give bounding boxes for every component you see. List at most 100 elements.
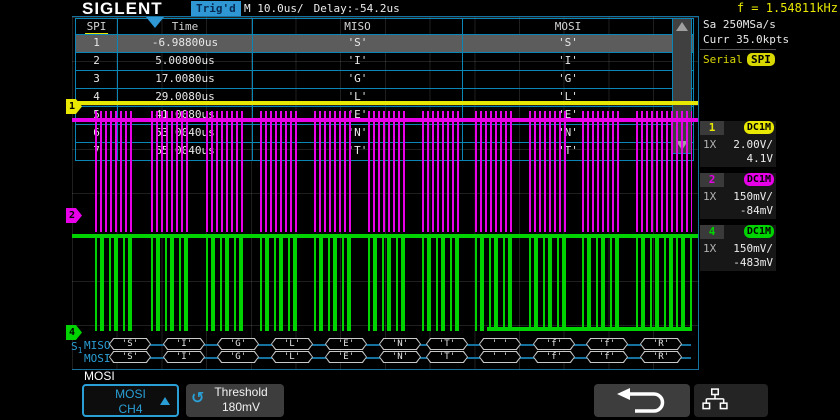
return-arrow-icon (617, 388, 665, 413)
network-status-area[interactable] (694, 384, 768, 417)
timebase-value: M 10.0us/ (244, 2, 304, 15)
sample-rate-readout: Sa 250MSa/s (703, 18, 776, 31)
decoded-char: 'L' (283, 352, 301, 362)
ch4-pulse-burst (314, 238, 352, 331)
trigger-position-marker[interactable] (146, 17, 164, 28)
channel-4-info-box[interactable]: 4 DC1M 1X 150mV/-483mV (700, 225, 776, 271)
ch2-pulse-burst (314, 111, 352, 232)
miso-frame: ' ' (479, 338, 521, 350)
decoded-char: 'L' (283, 339, 301, 349)
menu-title: MOSI (84, 369, 115, 383)
cell-time: -6.98800us (118, 35, 253, 52)
mosi-frame: 'N' (379, 351, 421, 363)
decode-row-3[interactable]: 3 17.0080us 'G' 'G' (76, 70, 693, 88)
decode-row-1[interactable]: 1 -6.98800us 'S' 'S' (76, 34, 693, 52)
mosi-frame: 'L' (271, 351, 313, 363)
ch2-pulse-burst (676, 111, 692, 232)
miso-frame: 'L' (271, 338, 313, 350)
lan-network-icon (702, 388, 728, 410)
ch2-pulse-burst (151, 111, 189, 232)
sidebar-divider (700, 49, 776, 50)
miso-frame: 'S' (109, 338, 151, 350)
cell-time: 17.0080us (118, 71, 253, 88)
miso-frame: 'E' (325, 338, 367, 350)
probe-attenuation: 1X (703, 190, 717, 203)
cell-miso: 'I' (253, 53, 463, 70)
decoded-char: 'T' (438, 339, 456, 349)
decoded-char: 'S' (121, 352, 139, 362)
cell-miso: 'T' (253, 143, 463, 160)
ch4-pulse-burst (422, 238, 460, 331)
ch2-pulse-burst (95, 111, 133, 232)
decoded-char: 'G' (229, 352, 247, 362)
up-arrow-icon (160, 397, 170, 405)
mosi-source-button[interactable]: MOSI CH4 (82, 384, 179, 417)
decode-table-header: SPI Time MISO MOSI (76, 19, 693, 34)
miso-frame: 'f' (586, 338, 628, 350)
source-line1: MOSI (115, 387, 146, 401)
ch2-pulse-burst (636, 111, 674, 232)
channel-offset: -483mV (733, 256, 773, 269)
channel-number: 4 (700, 225, 724, 239)
cell-miso: 'S' (253, 35, 463, 52)
ch1-position-marker[interactable]: 1 (66, 99, 82, 114)
volts-per-div: 2.00V/ (733, 138, 773, 151)
cell-mosi: 'I' (558, 54, 578, 67)
channel-1-info-box[interactable]: 1 DC1M 1X 2.00V/4.1V (700, 121, 776, 167)
ch4-pulse-burst (368, 238, 406, 331)
ch4-pulse-burst (260, 238, 298, 331)
miso-frame: 'R' (640, 338, 682, 350)
threshold-button[interactable]: ↺ Threshold 180mV (186, 384, 284, 417)
decoded-char: 'I' (175, 352, 193, 362)
decoded-char: 'G' (229, 339, 247, 349)
coupling-badge: DC1M (743, 121, 774, 134)
header-miso: MISO (253, 19, 463, 34)
channel-offset: 4.1V (746, 152, 774, 165)
ch2-pulse-burst (368, 111, 406, 232)
threshold-line1: Threshold (214, 385, 268, 399)
cell-time: 5.00800us (118, 53, 253, 70)
coupling-badge: DC1M (743, 225, 774, 238)
miso-frame: 'N' (379, 338, 421, 350)
ch4-pulse-burst (206, 238, 244, 331)
miso-lane-label: MISO (84, 339, 111, 352)
ch2-position-marker[interactable]: 2 (66, 208, 82, 223)
return-button[interactable] (594, 384, 690, 417)
mosi-frame: 'f' (586, 351, 628, 363)
source-line2: CH4 (118, 402, 143, 416)
header-spi: SPI (76, 19, 118, 34)
volts-per-div: 150mV/ (733, 242, 773, 255)
channel-2-info-box[interactable]: 2 DC1M 1X 150mV/-84mV (700, 173, 776, 219)
ch4-pulse-burst (636, 238, 674, 331)
serial-decode-label: Serial (703, 53, 743, 66)
decoded-char: 'T' (438, 352, 456, 362)
probe-attenuation: 1X (703, 138, 717, 151)
ch2-pulse-burst (475, 111, 513, 232)
scroll-up-icon[interactable] (676, 22, 688, 31)
channel-number: 2 (700, 173, 724, 187)
frequency-counter: f = 1.54811kHz (736, 1, 838, 15)
decode-row-4[interactable]: 4 29.0080us 'L' 'L' (76, 88, 693, 106)
ch2-pulse-burst (206, 111, 244, 232)
ch4-position-marker[interactable]: 4 (66, 325, 82, 340)
decoded-char: 'R' (652, 352, 670, 362)
decoded-char: 'f' (545, 352, 563, 362)
decoded-char: 'N' (391, 352, 409, 362)
ch2-pulse-burst (260, 111, 298, 232)
cell-mosi: 'S' (558, 36, 578, 49)
header-mosi: MOSI (554, 20, 582, 33)
mosi-frame: 'f' (533, 351, 575, 363)
spi-decode-table: SPI Time MISO MOSI 1 -6.98800us 'S' 'S' 2 5.0… (75, 18, 694, 161)
ch4-pulse-burst (676, 238, 692, 331)
decode-row-2[interactable]: 2 5.00800us 'I' 'I' (76, 52, 693, 70)
ch4-pulse-burst (95, 238, 133, 331)
mosi-frame: 'E' (325, 351, 367, 363)
cell-miso: 'L' (253, 89, 463, 106)
spi-protocol-badge: SPI (746, 52, 776, 67)
cell-n: 2 (76, 53, 118, 70)
mosi-frame: 'T' (426, 351, 468, 363)
decoded-char: 'E' (337, 339, 355, 349)
ch2-pulse-burst (529, 111, 567, 232)
serial-bus-label: S1 (71, 340, 83, 356)
